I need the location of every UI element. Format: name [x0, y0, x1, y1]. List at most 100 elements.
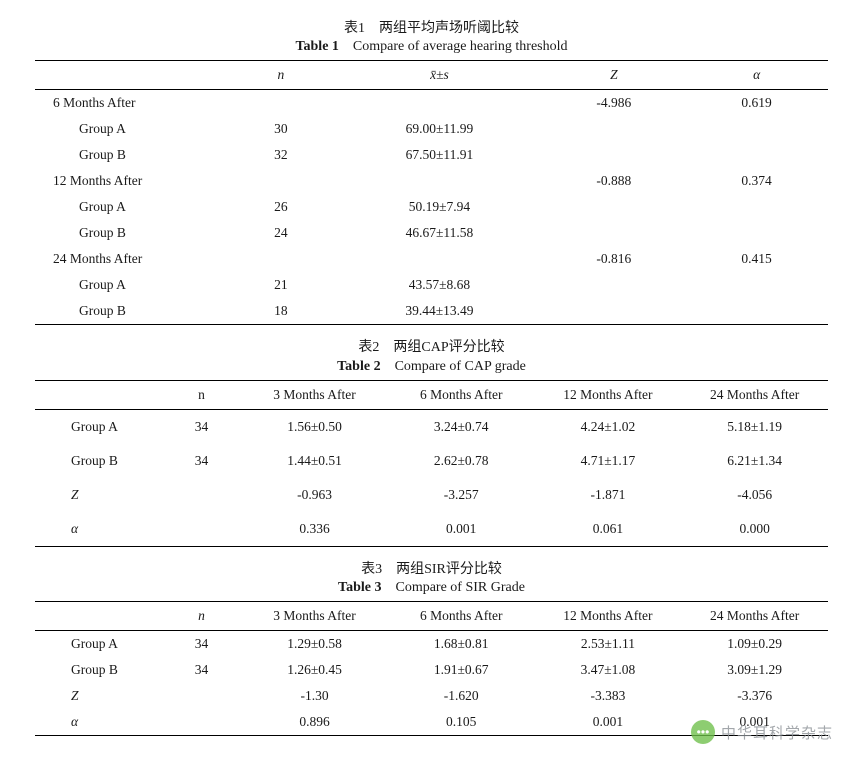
table-cell [225, 90, 336, 117]
table-row: Group A341.29±0.581.68±0.812.53±1.111.09… [35, 631, 828, 658]
table-cell [162, 512, 241, 547]
table-title-cn: 表3 两组SIR评分比较 [35, 561, 828, 579]
tables-container: 表1 两组平均声场听阈比较Table 1 Compare of average … [35, 20, 828, 736]
column-header: x̄±s [336, 61, 542, 90]
table-row: Group B1839.44±13.49 [35, 298, 828, 325]
table-cell: Group A [35, 272, 225, 298]
table-cell: 21 [225, 272, 336, 298]
table-title-en: Table 2 Compare of CAP grade [35, 358, 828, 376]
table-cell: Group B [35, 220, 225, 246]
table-cell: 50.19±7.94 [336, 194, 542, 220]
table-cell: 12 Months After [35, 168, 225, 194]
table-row: Group B3267.50±11.91 [35, 142, 828, 168]
table-cell: 69.00±11.99 [336, 116, 542, 142]
table-cell: 1.68±0.81 [388, 631, 535, 658]
table-cell [225, 168, 336, 194]
table-cell: Group B [35, 444, 162, 478]
table-cell [685, 194, 828, 220]
table-cell: 4.71±1.17 [535, 444, 682, 478]
table-cell [685, 116, 828, 142]
table-cell: Group B [35, 298, 225, 325]
table-cell: α [35, 709, 162, 736]
table-cell: -0.816 [543, 246, 686, 272]
table-cell: 34 [162, 657, 241, 683]
table-row: Group A2650.19±7.94 [35, 194, 828, 220]
table-row: 24 Months After-0.8160.415 [35, 246, 828, 272]
table-cell [543, 298, 686, 325]
table-cell: 1.09±0.29 [681, 631, 828, 658]
table-cell: 3.47±1.08 [535, 657, 682, 683]
table-cell [543, 116, 686, 142]
table-cell: 5.18±1.19 [681, 409, 828, 444]
table-cell: 26 [225, 194, 336, 220]
column-header: 6 Months After [388, 380, 535, 409]
table-number: Table 3 [338, 580, 381, 595]
table-cell: 34 [162, 409, 241, 444]
table-cell: 0.105 [388, 709, 535, 736]
table-cell: 34 [162, 631, 241, 658]
table-cell: 67.50±11.91 [336, 142, 542, 168]
table-cell: 1.91±0.67 [388, 657, 535, 683]
table-row: Group A3069.00±11.99 [35, 116, 828, 142]
table-cell: 0.001 [388, 512, 535, 547]
table-cell: -3.376 [681, 683, 828, 709]
table-cell: 0.000 [681, 512, 828, 547]
table-cell: Group B [35, 657, 162, 683]
table-cell: Group A [35, 409, 162, 444]
table-row: Z-0.963-3.257-1.871-4.056 [35, 478, 828, 512]
table-cell [162, 683, 241, 709]
table-cell [685, 220, 828, 246]
table-cell: 46.67±11.58 [336, 220, 542, 246]
table-title-cn: 表2 两组CAP评分比较 [35, 339, 828, 357]
table-row: Group B2446.67±11.58 [35, 220, 828, 246]
column-header [35, 602, 162, 631]
table-cell: -4.056 [681, 478, 828, 512]
table-cell: 32 [225, 142, 336, 168]
table-cell: Group A [35, 631, 162, 658]
table-cell [543, 272, 686, 298]
table-number: Table 2 [337, 359, 380, 374]
table-cell: 0.896 [241, 709, 388, 736]
table-cell [543, 220, 686, 246]
table-cell: 3.09±1.29 [681, 657, 828, 683]
table-cell: Group A [35, 194, 225, 220]
table-cell: 2.53±1.11 [535, 631, 682, 658]
data-table: n3 Months After6 Months After12 Months A… [35, 380, 828, 547]
table-cell: 3.24±0.74 [388, 409, 535, 444]
table-cell: 24 [225, 220, 336, 246]
table-cell: 6 Months After [35, 90, 225, 117]
table-cell [685, 298, 828, 325]
table-cell: α [35, 512, 162, 547]
table-cell: 1.44±0.51 [241, 444, 388, 478]
table-cell: Group A [35, 116, 225, 142]
column-header: n [162, 602, 241, 631]
table-cell: -1.620 [388, 683, 535, 709]
table-cell [543, 194, 686, 220]
table-cell: -1.30 [241, 683, 388, 709]
table-cell: 39.44±13.49 [336, 298, 542, 325]
table-cell: 4.24±1.02 [535, 409, 682, 444]
table-cell: 1.56±0.50 [241, 409, 388, 444]
table-cell [336, 90, 542, 117]
table-cell [162, 709, 241, 736]
table-cell: 0.001 [535, 709, 682, 736]
column-header: 12 Months After [535, 380, 682, 409]
watermark: ••• 中华耳科学杂志 [691, 720, 833, 744]
watermark-label: 中华耳科学杂志 [721, 722, 833, 743]
table-cell: 0.374 [685, 168, 828, 194]
table-cell: 30 [225, 116, 336, 142]
column-header: 6 Months After [388, 602, 535, 631]
table-cell: -0.963 [241, 478, 388, 512]
table-block: 表1 两组平均声场听阈比较Table 1 Compare of average … [35, 20, 828, 325]
table-cell [543, 142, 686, 168]
table-cell: 1.29±0.58 [241, 631, 388, 658]
table-title: 表3 两组SIR评分比较Table 3 Compare of SIR Grade [35, 561, 828, 597]
table-title-en: Table 3 Compare of SIR Grade [35, 579, 828, 597]
column-header: n [225, 61, 336, 90]
table-cell [336, 168, 542, 194]
table-row: 6 Months After-4.9860.619 [35, 90, 828, 117]
table-row: Z-1.30-1.620-3.383-3.376 [35, 683, 828, 709]
table-cell: 6.21±1.34 [681, 444, 828, 478]
table-cell: Group B [35, 142, 225, 168]
table-cell [336, 246, 542, 272]
